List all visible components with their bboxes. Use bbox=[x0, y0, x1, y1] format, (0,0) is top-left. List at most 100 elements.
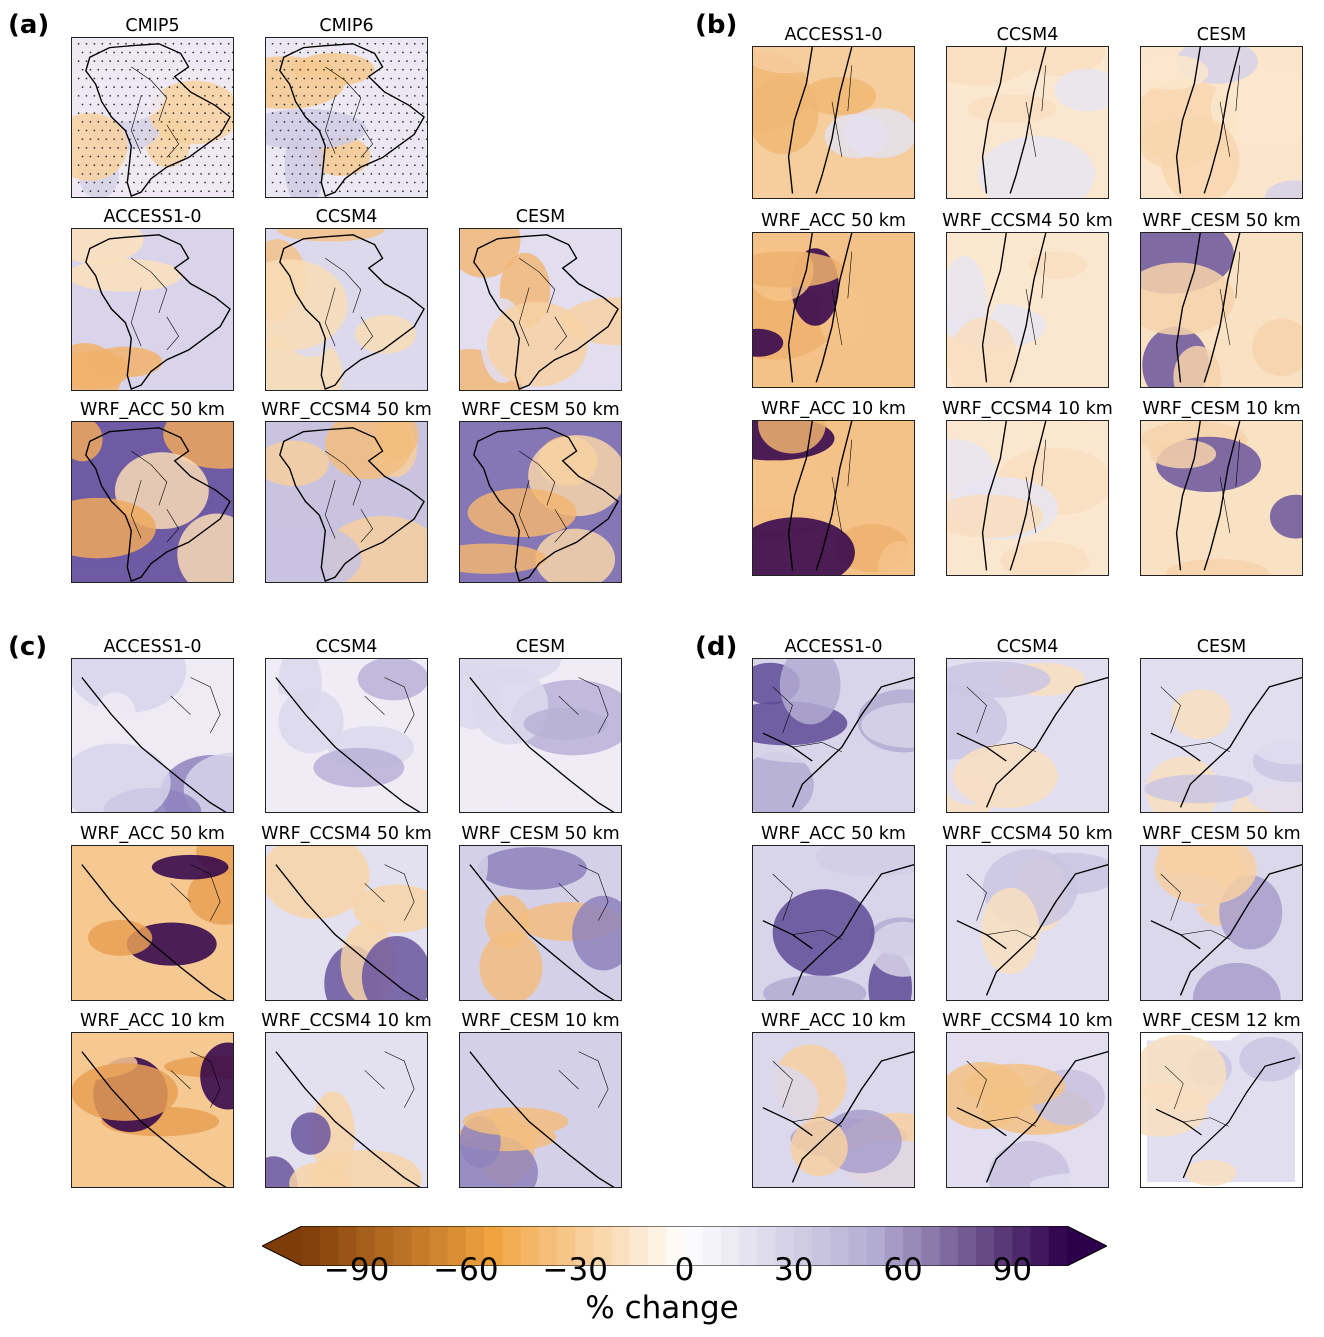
map-plata bbox=[752, 658, 915, 813]
colorbar-bin bbox=[538, 1226, 558, 1266]
colorbar-bin bbox=[921, 1226, 941, 1266]
map-title: WRF_CCSM4 50 km bbox=[261, 824, 432, 844]
map-sa bbox=[459, 421, 622, 583]
colorbar-bin bbox=[866, 1226, 886, 1266]
colorbar-bin bbox=[1030, 1226, 1050, 1266]
panel-letter-a: (a) bbox=[8, 10, 50, 40]
colorbar-bin bbox=[1012, 1226, 1032, 1266]
colorbar-bin bbox=[739, 1226, 758, 1266]
map-chile bbox=[1140, 420, 1303, 576]
map-title: WRF_CCSM4 10 km bbox=[261, 1011, 432, 1031]
colorbar-bin bbox=[702, 1226, 722, 1266]
map-chile bbox=[752, 46, 915, 199]
colorbar-bin bbox=[629, 1226, 649, 1266]
colorbar-bin bbox=[465, 1226, 485, 1266]
map-title: WRF_CESM 50 km bbox=[461, 400, 620, 420]
colorbar-bin bbox=[793, 1226, 813, 1266]
colorbar-bin bbox=[975, 1226, 995, 1266]
panel-letter-d: (d) bbox=[695, 632, 738, 662]
colorbar-bin bbox=[575, 1226, 595, 1266]
map-sa bbox=[265, 421, 428, 583]
colorbar-label: % change bbox=[585, 1290, 739, 1326]
colorbar-bin bbox=[684, 1226, 704, 1266]
colorbar-bin bbox=[648, 1226, 667, 1266]
colorbar-bin bbox=[429, 1226, 449, 1266]
colorbar-bin bbox=[720, 1226, 740, 1266]
map-peru bbox=[71, 1032, 234, 1188]
map-title: CESM bbox=[515, 207, 566, 227]
colorbar-bin bbox=[884, 1226, 904, 1266]
colorbar-tick-label: −60 bbox=[433, 1252, 499, 1288]
colorbar-bin bbox=[812, 1226, 831, 1266]
map-chile bbox=[946, 420, 1109, 576]
panel-letter-b: (b) bbox=[695, 10, 738, 40]
colorbar-bin bbox=[484, 1226, 503, 1266]
map-sa bbox=[71, 421, 234, 583]
map-plata bbox=[946, 845, 1109, 1001]
colorbar-tick-label: 0 bbox=[674, 1252, 695, 1288]
map-title: WRF_CCSM4 50 km bbox=[942, 211, 1113, 231]
colorbar-tick-label: −30 bbox=[542, 1252, 608, 1288]
colorbar-extend-max bbox=[1067, 1226, 1107, 1266]
colorbar-bin bbox=[1048, 1226, 1068, 1266]
map-plata bbox=[946, 1032, 1109, 1188]
map-plata bbox=[1140, 845, 1303, 1001]
map-chile bbox=[752, 420, 915, 576]
colorbar-bin bbox=[393, 1226, 412, 1266]
map-title: CCSM4 bbox=[996, 25, 1059, 45]
map-title: CMIP5 bbox=[125, 16, 180, 36]
colorbar-bin bbox=[411, 1226, 431, 1266]
map-title: WRF_CCSM4 10 km bbox=[942, 399, 1113, 419]
map-title: WRF_ACC 50 km bbox=[80, 824, 225, 844]
colorbar-bin bbox=[502, 1226, 522, 1266]
colorbar-bin bbox=[374, 1226, 394, 1266]
colorbar-tick-label: 30 bbox=[774, 1252, 814, 1288]
map-title: CCSM4 bbox=[315, 207, 378, 227]
map-title: CMIP6 bbox=[319, 16, 374, 36]
map-title: WRF_ACC 50 km bbox=[761, 824, 906, 844]
colorbar-bin bbox=[520, 1226, 540, 1266]
map-peru bbox=[71, 845, 234, 1001]
map-chile bbox=[1140, 232, 1303, 388]
map-title: ACCESS1-0 bbox=[784, 25, 883, 45]
map-title: WRF_CESM 50 km bbox=[1142, 824, 1301, 844]
map-title: WRF_CCSM4 50 km bbox=[261, 400, 432, 420]
map-chile bbox=[752, 232, 915, 388]
map-title: WRF_CESM 50 km bbox=[461, 824, 620, 844]
map-chile bbox=[946, 232, 1109, 388]
map-peru bbox=[71, 658, 234, 813]
colorbar-bin bbox=[757, 1226, 777, 1266]
colorbar-bin bbox=[447, 1226, 467, 1266]
map-chile bbox=[946, 46, 1109, 199]
map-sa bbox=[71, 228, 234, 391]
colorbar-bin bbox=[848, 1226, 868, 1266]
map-plata bbox=[752, 845, 915, 1001]
map-title: WRF_ACC 10 km bbox=[761, 399, 906, 419]
colorbar-bin bbox=[593, 1226, 613, 1266]
map-sa bbox=[459, 228, 622, 391]
map-title: CESM bbox=[515, 637, 566, 657]
map-peru bbox=[265, 1032, 428, 1188]
colorbar-tick-label: −90 bbox=[323, 1252, 390, 1288]
colorbar-bin bbox=[356, 1226, 376, 1266]
map-title: WRF_CESM 50 km bbox=[1142, 211, 1301, 231]
map-plata bbox=[946, 658, 1109, 813]
colorbar-bin bbox=[557, 1226, 576, 1266]
map-title: WRF_ACC 50 km bbox=[761, 211, 906, 231]
colorbar-bin bbox=[666, 1226, 686, 1266]
map-plata bbox=[1140, 1032, 1303, 1188]
colorbar-bin bbox=[302, 1226, 321, 1266]
map-title: CCSM4 bbox=[315, 637, 378, 657]
colorbar-bin bbox=[320, 1226, 340, 1266]
colorbar-tick-label: 60 bbox=[883, 1252, 923, 1288]
map-title: WRF_CESM 10 km bbox=[461, 1011, 620, 1031]
map-title: ACCESS1-0 bbox=[103, 207, 202, 227]
colorbar-bin bbox=[939, 1226, 959, 1266]
map-title: CCSM4 bbox=[996, 637, 1059, 657]
map-plata bbox=[1140, 658, 1303, 813]
map-plata bbox=[752, 1032, 915, 1188]
map-title: WRF_CCSM4 10 km bbox=[942, 1011, 1113, 1031]
map-chile bbox=[1140, 46, 1303, 199]
map-title: WRF_CCSM4 50 km bbox=[942, 824, 1113, 844]
colorbar-tick-label: 90 bbox=[992, 1252, 1033, 1288]
